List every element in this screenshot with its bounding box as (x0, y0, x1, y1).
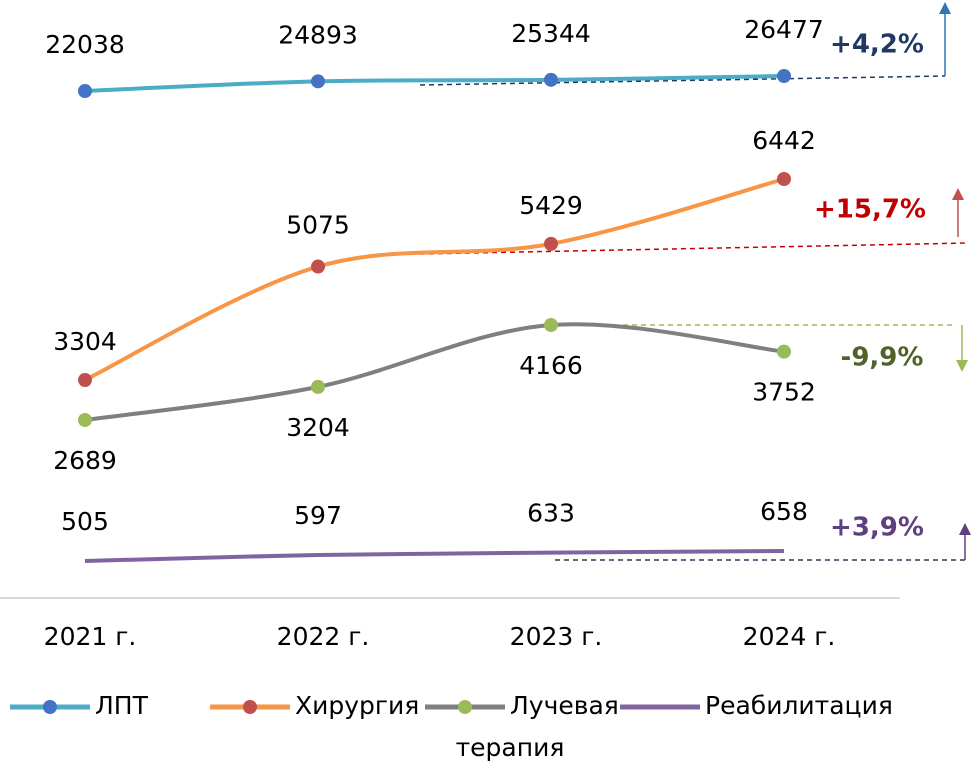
data-label: 26477 (744, 15, 824, 44)
data-label: 505 (61, 507, 109, 536)
x-tick-label: 2024 г. (743, 622, 836, 651)
marker (777, 344, 791, 359)
annotation: +4,2% (830, 30, 924, 60)
marker (78, 373, 92, 387)
legend-line: Лучевая (510, 691, 619, 720)
annotation: -9,9% (841, 343, 924, 373)
data-label: 24893 (278, 20, 358, 49)
data-label: 5075 (286, 211, 350, 240)
marker (544, 318, 558, 332)
x-tick-label: 2022 г. (277, 622, 370, 651)
legend-line: терапия (456, 733, 565, 762)
series-line (84, 549, 785, 563)
trend-guides (419, 5, 969, 561)
legend-marker (458, 700, 472, 714)
marker (544, 72, 558, 87)
marker (777, 69, 791, 83)
x-tick-label: 2023 г. (510, 622, 603, 651)
series-line (84, 177, 785, 382)
marker (777, 172, 791, 186)
data-label: 6442 (752, 126, 816, 155)
series-line (84, 322, 785, 422)
legend-marker (43, 700, 57, 714)
data-label: 2689 (53, 446, 117, 475)
x-tick-label: 2021 г. (44, 622, 137, 651)
legend-label: Хирургия (295, 691, 419, 720)
series-line (84, 74, 785, 93)
data-label: 22038 (45, 30, 125, 59)
marker (78, 84, 92, 98)
annotation: +3,9% (830, 513, 924, 543)
legend-marker (243, 700, 257, 714)
marker (311, 259, 325, 274)
data-label: 3204 (286, 413, 350, 442)
legend-label: ЛПТ (95, 691, 149, 720)
data-label: 597 (294, 501, 342, 530)
data-label: 3752 (752, 378, 816, 407)
marker (311, 74, 325, 89)
data-label: 4166 (519, 351, 583, 380)
data-label: 658 (760, 497, 808, 526)
data-label: 633 (527, 499, 575, 528)
arrow-heads (939, 2, 971, 535)
marker (311, 379, 325, 394)
data-label: 5429 (519, 191, 583, 220)
legend-label: Реабилитация (705, 691, 893, 720)
data-label: 25344 (511, 19, 591, 48)
legend-label: Лучевая терапия (456, 691, 619, 762)
marker (544, 236, 558, 251)
marker (78, 413, 92, 427)
annotation: +15,7% (814, 195, 926, 225)
data-label: 3304 (53, 327, 117, 356)
